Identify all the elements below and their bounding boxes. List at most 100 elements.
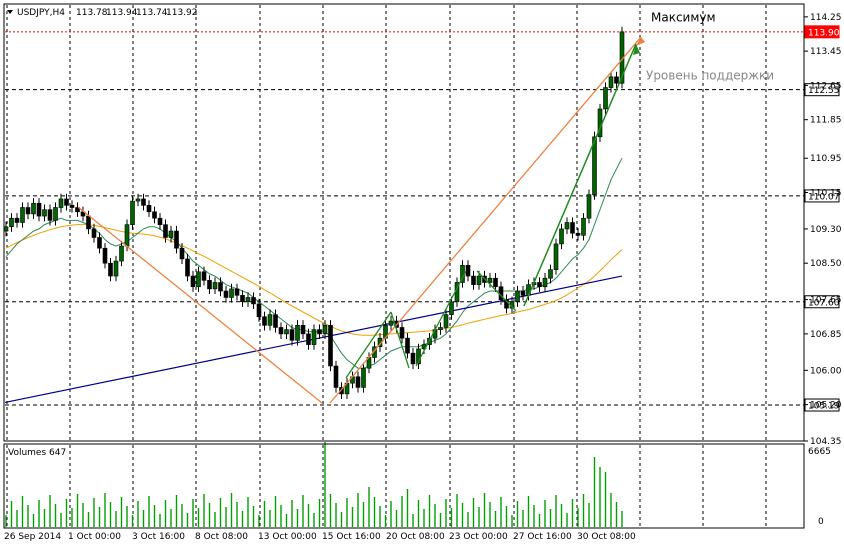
- time-axis-label: 26 Sep 2014: [4, 532, 61, 542]
- symbol-header: USDJPY,H4: [17, 8, 65, 18]
- candle-body: [135, 198, 141, 202]
- candle-body: [14, 217, 20, 223]
- price-panel-frame: [3, 3, 805, 442]
- candle-body: [614, 76, 619, 84]
- candle-body: [91, 228, 97, 238]
- candle-body: [163, 224, 168, 238]
- price-level-box: [804, 25, 840, 39]
- candle-body: [388, 320, 394, 326]
- candle-body: [443, 314, 449, 328]
- candle-body: [592, 136, 597, 195]
- price-axis-label: 106.00: [810, 366, 842, 376]
- candle-body: [53, 207, 58, 221]
- candle-body: [515, 290, 520, 303]
- ohlc-close: 113.92: [166, 8, 198, 18]
- price-axis-label: 104.35: [810, 437, 842, 447]
- price-level-box: [804, 295, 840, 309]
- price-axis-label: 110.95: [810, 154, 842, 164]
- time-axis-label: 27 Oct 16:00: [513, 532, 572, 542]
- candle-body: [168, 230, 174, 238]
- candle-body: [75, 207, 80, 213]
- candle-body: [240, 295, 245, 303]
- price-axis-label: 112.65: [810, 81, 842, 91]
- price-axis-label: 105.20: [810, 401, 842, 411]
- candle-body: [179, 247, 185, 260]
- price-level-label: 105.19: [808, 402, 840, 412]
- candle-body: [284, 329, 289, 335]
- candle-body: [289, 329, 295, 341]
- candle-body: [449, 301, 454, 315]
- candle-body: [278, 327, 284, 335]
- candle-body: [119, 245, 124, 262]
- candle-body: [20, 207, 25, 223]
- candle-body: [174, 230, 179, 249]
- candle-body: [157, 217, 163, 225]
- candle-body: [575, 232, 581, 236]
- candle-body: [399, 327, 405, 339]
- candle-body: [405, 337, 410, 354]
- time-axis-label: 30 Oct 08:00: [577, 532, 636, 542]
- candle-body: [570, 222, 575, 234]
- time-axis: 26 Sep 2014 1 Oct 00:00 3 Oct 16:00 8 Oct 0…: [4, 532, 636, 542]
- time-axis-label: 15 Oct 16:00: [322, 532, 381, 542]
- price-level-label: 113.90: [808, 28, 840, 38]
- candle-body: [328, 325, 333, 367]
- price-level-label: 110.07: [808, 192, 840, 202]
- candle-body: [64, 198, 69, 206]
- candle-body: [537, 282, 542, 288]
- price-axis: 114.25 113.45 112.65 111.85 110.95 110.15 109.…: [804, 13, 842, 447]
- candle-body: [86, 215, 91, 230]
- wave-down-1: [390, 311, 410, 369]
- trend-lines[interactable]: [77, 36, 645, 404]
- candle-body: [361, 367, 366, 388]
- candle-body: [201, 271, 207, 281]
- candle-body: [234, 288, 240, 296]
- wave-up-2: [415, 270, 467, 367]
- candle-body: [31, 202, 36, 215]
- volume-axis-max: 6665: [808, 447, 831, 457]
- candle-body: [306, 333, 311, 345]
- trend-line-up-long: [329, 36, 642, 404]
- wave-up-1: [345, 311, 392, 379]
- candle-body: [355, 376, 361, 388]
- time-axis-label: 20 Oct 08:00: [386, 532, 445, 542]
- dropdown-triangle-icon[interactable]: [7, 10, 13, 14]
- price-axis-label: 111.85: [810, 116, 842, 126]
- annotation-support-level: Уровень поддержки: [646, 68, 774, 82]
- candle-body: [124, 224, 130, 247]
- candle-body: [262, 316, 267, 326]
- candle-body: [229, 288, 234, 298]
- candle-body: [559, 228, 564, 245]
- volume-label: Volumes 647: [8, 448, 66, 458]
- candle-body: [603, 87, 608, 110]
- time-axis-label: 3 Oct 16:00: [132, 532, 185, 542]
- candle-body: [548, 269, 553, 279]
- candle-body: [245, 297, 251, 303]
- candle-body: [564, 222, 570, 230]
- candle-body: [311, 329, 317, 345]
- candle-body: [322, 325, 328, 335]
- ohlc-low: 113.74: [136, 8, 168, 18]
- candle-body: [333, 365, 339, 388]
- candle-body: [108, 262, 113, 277]
- candle-body: [113, 260, 119, 277]
- price-level-label: 107.60: [808, 298, 840, 308]
- volume-panel-frame: [3, 443, 805, 529]
- candle-body: [542, 277, 548, 288]
- price-axis-label: 113.45: [810, 47, 842, 57]
- candle-body: [493, 277, 498, 288]
- candle-body: [608, 76, 614, 88]
- price-axis-label: 106.85: [810, 330, 842, 340]
- candle-body: [317, 329, 322, 335]
- wave-up-3: [523, 43, 637, 307]
- candle-body: [130, 200, 135, 225]
- candle-body: [47, 209, 53, 221]
- price-axis-label: 108.50: [810, 259, 842, 269]
- candle-body: [196, 271, 201, 288]
- candle-body: [146, 205, 152, 213]
- candle-body: [520, 290, 526, 296]
- candle-body: [465, 265, 471, 277]
- trend-line-down: [77, 206, 323, 404]
- candle-body: [190, 275, 196, 288]
